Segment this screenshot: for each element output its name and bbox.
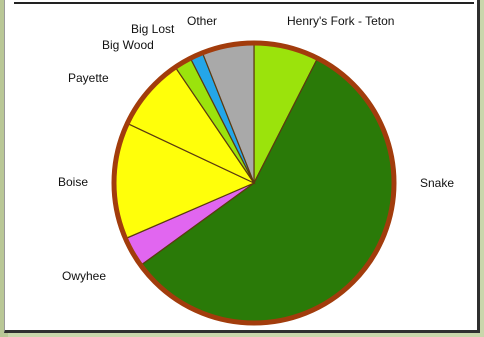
pie-label-big-wood: Big Wood <box>102 38 154 52</box>
pie-label-owyhee: Owyhee <box>62 269 106 283</box>
pie-label-henry-s-fork-teton: Henry's Fork - Teton <box>287 14 394 28</box>
pie-rim <box>111 40 397 326</box>
pie-label-big-lost: Big Lost <box>131 22 175 36</box>
frame-top-border <box>14 2 474 4</box>
pie-label-boise: Boise <box>58 175 88 189</box>
pie-label-payette: Payette <box>68 71 109 85</box>
pie-labels: Henry's Fork - Teton Snake Owyhee Boise Paye… <box>58 14 454 283</box>
pie-slices <box>111 40 397 326</box>
pie-label-snake: Snake <box>420 176 454 190</box>
pie-label-other: Other <box>187 14 217 28</box>
